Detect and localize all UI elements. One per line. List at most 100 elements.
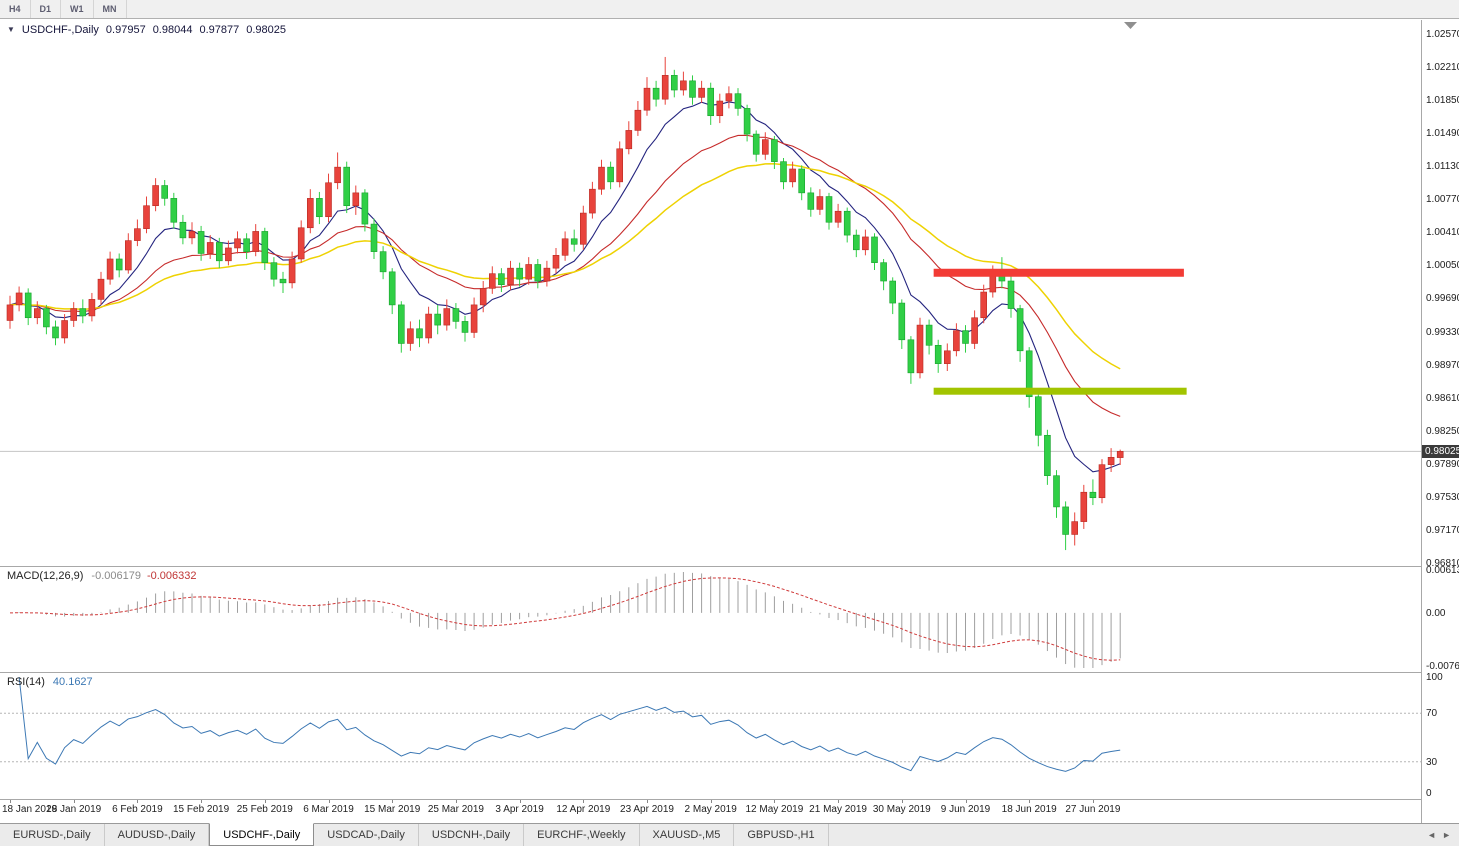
- rsi-scale-label: 70: [1426, 708, 1438, 720]
- price-scale-label: 1.00050: [1426, 260, 1459, 272]
- ohlc-low: 0.97877: [199, 24, 240, 36]
- chart-tab-usdcad-daily[interactable]: USDCAD-,Daily: [314, 824, 419, 846]
- time-axis-tick: [710, 800, 712, 803]
- period-toolbar: H4 D1 W1 MN: [0, 0, 1459, 19]
- timeframe-button-h4[interactable]: H4: [0, 0, 31, 18]
- collapse-arrow-icon[interactable]: ▼: [7, 25, 15, 34]
- time-axis-label: 9 Jun 2019: [940, 804, 991, 815]
- price-scale-label: 0.99690: [1426, 293, 1459, 305]
- time-axis-label: 30 May 2019: [872, 804, 931, 815]
- time-axis-label: 21 May 2019: [809, 804, 867, 815]
- time-axis-tick: [1092, 800, 1094, 803]
- time-axis-tick: [583, 800, 585, 803]
- time-axis-label: 18 Jun 2019: [1001, 804, 1057, 815]
- time-axis-label: 15 Mar 2019: [364, 804, 421, 815]
- symbol-label: USDCHF-,Daily: [21, 24, 99, 36]
- candlestick-chart[interactable]: [0, 20, 1421, 823]
- price-scale[interactable]: 1.02570 1.02210 1.01850 1.01490 1.01130 1.007…: [1421, 20, 1459, 823]
- rsi-panel-label: RSI(14) 40.1627: [7, 676, 93, 688]
- time-axis-label: 2 May 2019: [684, 804, 737, 815]
- timeframe-button-mn[interactable]: MN: [94, 0, 127, 18]
- time-axis-label: 18 Jan 2019: [2, 804, 58, 815]
- macd-histogram: [18, 572, 1121, 668]
- tab-scroll-left-icon[interactable]: ◄: [1427, 830, 1437, 840]
- time-axis-label: 6 Feb 2019: [112, 804, 163, 815]
- tab-scroll-right-icon[interactable]: ►: [1442, 830, 1451, 840]
- price-scale-label: 0.99330: [1426, 326, 1459, 338]
- ma-mid-line: [9, 134, 1121, 417]
- price-scale-label: 1.02210: [1426, 62, 1459, 74]
- price-scale-label: 0.97170: [1426, 524, 1459, 536]
- chart-shift-marker-icon[interactable]: [1124, 22, 1137, 29]
- ohlc-close: 0.98025: [246, 24, 286, 36]
- chart-tab-gbpusd-h1[interactable]: GBPUSD-,H1: [734, 824, 829, 846]
- time-axis-label: 27 Jun 2019: [1065, 804, 1121, 815]
- time-axis-tick: [73, 800, 75, 803]
- time-axis-tick: [519, 800, 521, 803]
- macd-signal-line: [9, 577, 1121, 661]
- time-axis-tick: [10, 800, 11, 803]
- resistance-level-bar[interactable]: [933, 268, 1184, 277]
- timeframe-button-d1[interactable]: D1: [31, 0, 62, 18]
- chart-tab-bar: EURUSD-,Daily AUDUSD-,Daily USDCHF-,Daily U…: [0, 823, 1459, 846]
- macd-scale-label: 0.00613: [1426, 565, 1459, 576]
- macd-main-value: -0.006179: [91, 570, 141, 582]
- chart-region: ▼ USDCHF-,Daily 0.97957 0.98044 0.97877 0.980…: [0, 20, 1459, 823]
- time-axis-label: 28 Jan 2019: [46, 804, 102, 815]
- price-scale-label: 0.96810: [1426, 557, 1459, 569]
- pane-divider-axis: [0, 799, 1459, 800]
- time-axis-tick: [264, 800, 266, 803]
- chart-tab-xauusd-m5[interactable]: XAUUSD-,M5: [640, 824, 735, 846]
- macd-signal-value: -0.006332: [146, 570, 197, 582]
- time-axis-tick: [328, 800, 330, 803]
- time-axis-tick: [137, 800, 139, 803]
- time-axis-tick: [455, 800, 457, 803]
- rsi-name: RSI(14): [7, 676, 45, 688]
- chart-tab-usdcnh-daily[interactable]: USDCNH-,Daily: [419, 824, 525, 846]
- time-axis-tick: [901, 800, 903, 803]
- rsi-value: 40.1627: [52, 676, 93, 688]
- chart-tab-eurchf-weekly[interactable]: EURCHF-,Weekly: [524, 824, 640, 846]
- chart-tab-eurusd-daily[interactable]: EURUSD-,Daily: [0, 824, 105, 846]
- price-scale-label: 1.01130: [1426, 161, 1459, 173]
- time-axis-label: 25 Feb 2019: [236, 804, 293, 815]
- rsi-scale-label: 100: [1426, 672, 1443, 683]
- time-axis-label: 25 Mar 2019: [427, 804, 484, 815]
- time-axis-tick: [1029, 800, 1031, 803]
- rsi-line: [18, 676, 1121, 772]
- time-axis-label: 23 Apr 2019: [620, 804, 674, 815]
- ohlc-open: 0.97957: [105, 24, 146, 36]
- tab-scroll-controls: ◄ ►: [1419, 824, 1459, 846]
- current-price-badge: 0.98025: [1422, 445, 1459, 459]
- price-scale-label: 0.97890: [1426, 458, 1459, 470]
- time-axis-label: 15 Feb 2019: [173, 804, 230, 815]
- price-scale-label: 1.00770: [1426, 194, 1459, 206]
- price-scale-label: 0.98610: [1426, 392, 1459, 404]
- timeframe-button-w1[interactable]: W1: [61, 0, 94, 18]
- time-axis-tick: [838, 800, 840, 803]
- time-axis-tick: [965, 800, 967, 803]
- chart-title: ▼ USDCHF-,Daily 0.97957 0.98044 0.97877 0.980…: [7, 24, 286, 36]
- candles-group: [6, 56, 1124, 551]
- time-axis-tick: [392, 800, 394, 803]
- rsi-scale-label: 0: [1426, 788, 1432, 799]
- price-scale-label: 1.01850: [1426, 95, 1459, 107]
- chart-tab-audusd-daily[interactable]: AUDUSD-,Daily: [105, 824, 210, 846]
- ma-fast-line: [9, 101, 1121, 473]
- time-axis-label: 12 Apr 2019: [556, 804, 611, 815]
- support-level-bar[interactable]: [933, 387, 1187, 395]
- time-axis-tick: [201, 800, 203, 803]
- macd-scale-label: 0.00: [1426, 607, 1446, 619]
- price-scale-label: 1.01490: [1426, 128, 1459, 140]
- chart-tab-usdchf-daily[interactable]: USDCHF-,Daily: [209, 823, 315, 846]
- time-axis-label: 12 May 2019: [745, 804, 804, 815]
- time-axis-label: 6 Mar 2019: [303, 804, 354, 815]
- macd-panel-label: MACD(12,26,9) -0.006179 -0.006332: [7, 570, 197, 582]
- price-scale-label: 0.98250: [1426, 425, 1459, 437]
- price-scale-label: 1.00410: [1426, 227, 1459, 239]
- pane-divider-rsi[interactable]: [0, 672, 1459, 673]
- pane-divider-macd[interactable]: [0, 566, 1459, 567]
- rsi-scale-label: 30: [1426, 756, 1438, 768]
- time-axis-tick: [774, 800, 776, 803]
